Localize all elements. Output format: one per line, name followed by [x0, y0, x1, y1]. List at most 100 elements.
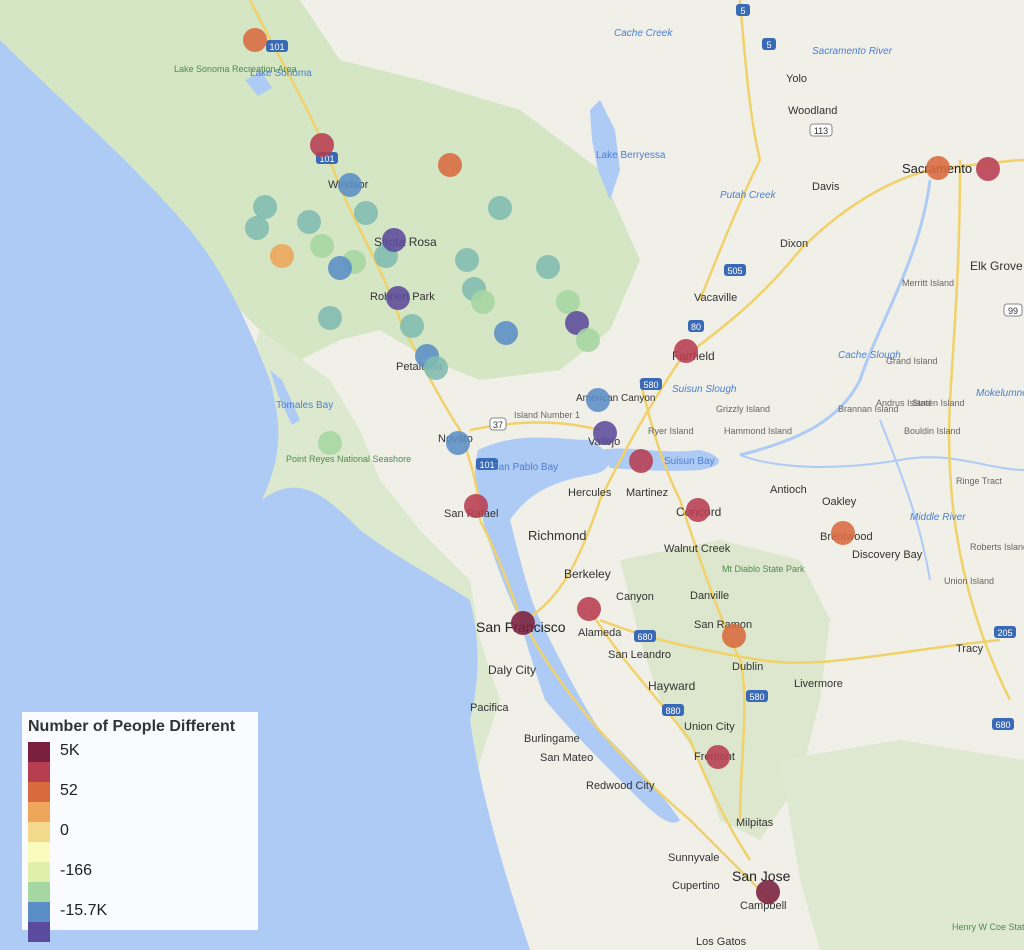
legend: Number of People Different 5K 52 0 -166 …	[22, 712, 258, 942]
highway-80-shield	[688, 320, 704, 332]
svg-text:5: 5	[766, 40, 771, 50]
data-marker[interactable]	[243, 28, 267, 52]
legend-swatch	[28, 922, 50, 942]
lake-berryessa	[590, 100, 620, 200]
svg-text:5: 5	[740, 6, 745, 16]
legend-swatch	[28, 862, 50, 882]
data-marker[interactable]	[565, 311, 589, 335]
water-label: Tomales Bay	[276, 400, 333, 411]
data-marker[interactable]	[318, 431, 342, 455]
data-marker[interactable]	[494, 321, 518, 345]
svg-text:99: 99	[1008, 306, 1018, 316]
legend-swatch	[28, 902, 50, 922]
hills-green-area	[780, 740, 1024, 950]
highway-101-south	[523, 624, 771, 901]
island-label: Bouldin Island	[904, 426, 961, 436]
svg-text:880: 880	[665, 706, 680, 716]
city-label: Burlingame	[524, 733, 580, 745]
svg-text:505: 505	[727, 266, 742, 276]
data-marker[interactable]	[756, 880, 780, 904]
highway-580-shield	[634, 630, 656, 642]
city-label-major: San Jose	[732, 868, 791, 884]
hills-green-area	[620, 540, 830, 840]
svg-text:101: 101	[269, 42, 284, 52]
data-marker[interactable]	[270, 244, 294, 268]
highway-680-shield	[746, 690, 768, 702]
data-marker[interactable]	[577, 597, 601, 621]
park-label: Point Reyes National Seashore	[286, 454, 411, 464]
water-label: Suisun Slough	[672, 384, 737, 395]
data-marker[interactable]	[976, 157, 1000, 181]
san-francisco-bay	[475, 437, 680, 823]
highway-5-shield	[736, 4, 750, 16]
data-marker[interactable]	[310, 234, 334, 258]
data-marker[interactable]	[424, 356, 448, 380]
water-label: Lake Sonoma	[250, 68, 312, 79]
water-label: Lake Berryessa	[596, 150, 666, 161]
data-marker[interactable]	[686, 498, 710, 522]
data-marker[interactable]	[297, 210, 321, 234]
city-label: Yolo	[786, 73, 807, 85]
city-label: San Leandro	[608, 649, 671, 661]
data-marker[interactable]	[831, 521, 855, 545]
city-label: Dixon	[780, 238, 808, 250]
highway-shields: 5 5 101 101 101 80 505 37 580 580 680 68…	[266, 4, 1023, 730]
data-marker[interactable]	[464, 494, 488, 518]
water-label: Suisun Bay	[664, 456, 715, 467]
highway-880-shield	[662, 704, 684, 716]
data-marker[interactable]	[438, 153, 462, 177]
highway-205-shield	[994, 626, 1016, 638]
city-label: Richmond	[528, 528, 587, 543]
water-label: Sacramento River	[812, 46, 893, 57]
highway-37-shield	[489, 417, 507, 431]
data-marker[interactable]	[310, 133, 334, 157]
data-marker[interactable]	[511, 611, 535, 635]
data-marker[interactable]	[338, 173, 362, 197]
city-label: Tracy	[956, 643, 984, 655]
data-marker[interactable]	[400, 314, 424, 338]
highway-505	[698, 159, 762, 301]
highway-880	[588, 609, 752, 861]
park-label: Henry W Coe State Park	[952, 922, 1024, 932]
city-label: Sunnyvale	[668, 852, 719, 864]
data-marker[interactable]	[593, 421, 617, 445]
data-marker[interactable]	[674, 339, 698, 363]
highway-37	[469, 421, 601, 432]
highway-505-shield	[724, 264, 746, 276]
data-marker[interactable]	[576, 328, 600, 352]
data-marker[interactable]	[586, 388, 610, 412]
legend-swatch	[28, 802, 50, 822]
data-marker[interactable]	[253, 195, 277, 219]
svg-text:113: 113	[814, 126, 828, 136]
highway-101-shield	[476, 458, 498, 470]
highway-580-shield	[992, 718, 1014, 730]
data-marker[interactable]	[455, 248, 479, 272]
data-marker[interactable]	[354, 201, 378, 225]
data-marker[interactable]	[629, 449, 653, 473]
svg-text:80: 80	[691, 322, 701, 332]
city-label: Alameda	[578, 627, 622, 639]
legend-swatch	[28, 842, 50, 862]
data-marker[interactable]	[926, 156, 950, 180]
data-marker[interactable]	[556, 290, 580, 314]
highways	[248, 0, 1024, 901]
data-marker[interactable]	[318, 306, 342, 330]
data-marker[interactable]	[386, 286, 410, 310]
data-marker[interactable]	[706, 745, 730, 769]
data-marker[interactable]	[446, 431, 470, 455]
data-marker[interactable]	[471, 290, 495, 314]
data-marker[interactable]	[488, 196, 512, 220]
data-marker[interactable]	[328, 256, 352, 280]
island-label: Grizzly Island	[716, 404, 770, 414]
island-label: Staten Island	[912, 398, 965, 408]
data-marker[interactable]	[536, 255, 560, 279]
island-label: Ryer Island	[648, 426, 694, 436]
data-marker[interactable]	[382, 228, 406, 252]
legend-label: 0	[60, 822, 69, 839]
data-marker[interactable]	[722, 624, 746, 648]
sacramento-river	[739, 179, 932, 457]
island-label: Andrus Island	[876, 398, 931, 408]
city-label: American Canyon	[576, 393, 655, 404]
data-marker[interactable]	[245, 216, 269, 240]
